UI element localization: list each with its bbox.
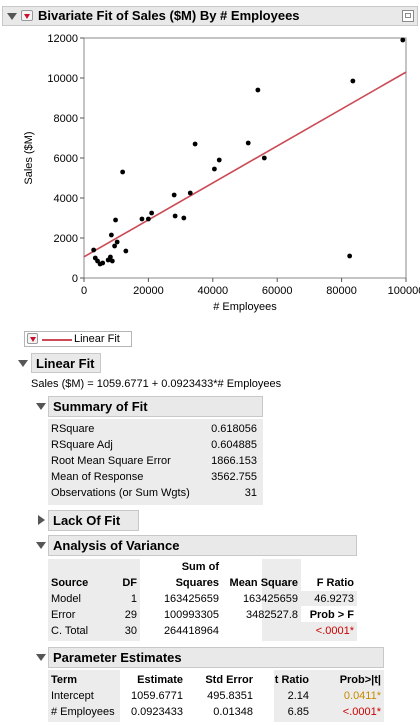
data-point [181,215,187,221]
x-tick-label: 40000 [198,285,229,297]
linear-fit-title: Linear Fit [36,356,95,371]
x-tick-label: 0 [81,285,87,297]
linear-fit-header[interactable]: Linear Fit [31,353,101,373]
x-tick-label: 100000 [388,285,420,297]
data-point [350,78,356,84]
data-point [100,260,106,266]
x-axis-label: # Employees [213,301,277,313]
data-point [261,155,267,161]
summary-row: RSquare 0.618056 [51,423,257,435]
anova-header[interactable]: Analysis of Variance [48,535,357,556]
param-estimates-header[interactable]: Parameter Estimates [48,647,384,668]
anova-row: C. Total 30 264418964 <.0001* [48,623,357,639]
data-point [187,190,193,196]
data-point [113,217,118,223]
data-point [216,157,222,163]
prob-f-value: <.0001* [315,625,354,637]
data-point [120,169,126,175]
summary-row: Observations (or Sum Wgts) 31 [51,487,257,499]
data-point [212,166,217,172]
anova-header-row: Source DF Squares Mean Square F Ratio [51,577,354,589]
params-row: Intercept 1059.6771 495.8351 2.14 0.0411… [48,688,384,704]
fit-legend[interactable]: Linear Fit [24,331,132,347]
y-axis-label: Sales ($M) [23,131,35,184]
fit-equation: Sales ($M) = 1059.6771 + 0.0923433*# Emp… [31,378,282,390]
collapse-triangle-icon[interactable] [7,13,17,20]
param-estimates-table: Term Estimate Std Error t Ratio Prob>|t|… [48,670,384,722]
window-restore-icon[interactable] [402,10,414,22]
red-triangle-menu-icon[interactable] [21,10,33,21]
data-point [123,248,129,254]
y-tick-label: 8000 [54,113,78,125]
intercept-p-value: 0.0411* [343,690,381,702]
collapse-summary-icon[interactable] [36,403,46,410]
lack-of-fit-title: Lack Of Fit [53,513,121,528]
data-point [149,210,155,216]
summary-of-fit-table: RSquare 0.618056 RSquare Adj 0.604885 Ro… [48,419,263,505]
params-header-row: Term Estimate Std Error t Ratio Prob>|t| [51,674,381,686]
data-point [255,87,261,93]
data-point [91,247,97,253]
param-estimates-title: Parameter Estimates [53,650,182,665]
collapse-linear-fit-icon[interactable] [18,360,28,367]
x-tick-label: 20000 [133,285,164,297]
summary-row: RSquare Adj 0.604885 [51,439,257,451]
y-tick-label: 4000 [54,193,78,205]
y-tick-label: 0 [72,273,78,285]
collapse-params-icon[interactable] [36,654,46,661]
x-tick-label: 80000 [326,285,357,297]
data-point [400,37,406,43]
data-point [146,216,151,222]
data-point [139,216,145,222]
scatter-plot: 0 2000 4000 6000 8000 10000 12000 0 20000 40000 60… [23,33,420,313]
collapse-anova-icon[interactable] [36,542,46,549]
data-point [108,254,113,260]
y-tick-label: 12000 [47,33,78,45]
expand-lack-of-fit-icon[interactable] [38,515,45,525]
lack-of-fit-header[interactable]: Lack Of Fit [48,510,139,531]
anova-row: Error 29 100993305 3482527.8 Prob > F [51,609,354,621]
y-tick-label: 6000 [54,153,78,165]
anova-row: Model 1 163425659 163425659 46.9273 [51,593,354,605]
summary-row: Root Mean Square Error 1866.153 [51,455,257,467]
data-point [245,140,251,146]
summary-row: Mean of Response 3562.755 [51,471,257,483]
data-point [108,232,114,238]
report-header: Bivariate Fit of Sales ($M) By # Employe… [2,6,418,26]
data-point [114,239,120,245]
summary-of-fit-header[interactable]: Summary of Fit [48,396,263,417]
data-point [172,213,178,219]
fit-line-swatch [42,339,72,341]
x-tick-label: 60000 [262,285,293,297]
y-tick-label: 2000 [54,233,78,245]
report-title: Bivariate Fit of Sales ($M) By # Employe… [38,8,300,23]
legend-menu-icon[interactable] [27,333,38,344]
data-point [171,192,177,198]
anova-title: Analysis of Variance [53,538,180,553]
data-point [112,243,117,249]
summary-of-fit-title: Summary of Fit [53,399,148,414]
y-tick-label: 10000 [47,73,78,85]
plot-frame [83,37,407,279]
params-row: # Employees 0.0923433 0.01348 6.85 <.000… [48,704,384,720]
anova-header-row-top: Sum of [181,561,219,573]
fit-line [83,71,407,258]
legend-label: Linear Fit [74,333,120,345]
data-point [109,258,115,264]
slope-p-value: <.0001* [342,706,381,718]
anova-table: Sum of Source DF Squares Mean Square F R… [48,559,357,641]
data-point [192,141,198,147]
data-point [347,253,353,259]
